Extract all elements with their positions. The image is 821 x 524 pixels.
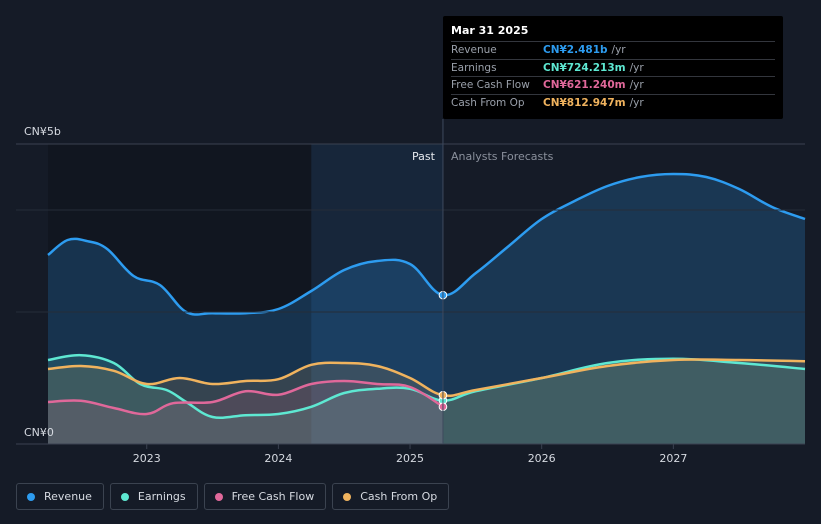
y-tick-label: CN¥0 xyxy=(24,426,54,439)
legend-dot-icon xyxy=(120,492,129,501)
area-free-cash-flow xyxy=(48,381,443,444)
series-line-cash-from-op xyxy=(47,358,806,398)
past-label: Past xyxy=(412,150,436,163)
x-tick-label: 2024 xyxy=(264,452,292,465)
legend-dot-icon xyxy=(343,492,352,501)
area-cash-from-op xyxy=(48,359,805,444)
tooltip-value: CN¥812.947m xyxy=(543,96,626,109)
legend-item-earnings[interactable]: Earnings xyxy=(109,483,198,510)
tooltip-label: Revenue xyxy=(451,44,497,57)
tooltip-row-revenue: Revenue CN¥2.481b /yr xyxy=(451,41,775,59)
tooltip-value: CN¥621.240m xyxy=(543,79,626,92)
tooltip-unit: /yr xyxy=(629,79,644,92)
legend-item-cash-from-op[interactable]: Cash From Op xyxy=(332,483,450,510)
legend-label: Free Cash Flow xyxy=(231,490,315,503)
tooltip-row-free-cash-flow: Free Cash Flow CN¥621.240m /yr xyxy=(451,76,775,94)
legend-label: Earnings xyxy=(137,490,186,503)
tooltip-unit: /yr xyxy=(629,96,644,109)
legend-label: Cash From Op xyxy=(360,490,438,503)
x-tick-label: 2026 xyxy=(528,452,556,465)
series-line-revenue xyxy=(47,172,806,316)
tooltip-value: CN¥724.213m xyxy=(543,61,626,74)
tooltip-label: Free Cash Flow xyxy=(451,79,530,92)
tooltip-unit: /yr xyxy=(629,61,644,74)
legend: Revenue Earnings Free Cash Flow Cash Fro… xyxy=(16,483,450,510)
series-line-free-cash-flow xyxy=(47,379,444,416)
forecast-label: Analysts Forecasts xyxy=(451,150,554,163)
legend-item-revenue[interactable]: Revenue xyxy=(16,483,104,510)
legend-dot-icon xyxy=(27,492,35,501)
legend-dot-icon xyxy=(214,492,223,501)
tooltip-unit: /yr xyxy=(611,44,626,57)
legend-label: Revenue xyxy=(44,490,92,503)
tooltip-label: Earnings xyxy=(451,61,497,74)
x-tick-label: 2025 xyxy=(396,452,424,465)
area-earnings xyxy=(48,355,805,444)
tooltip: Mar 31 2025 Revenue CN¥2.481b /yr Earnin… xyxy=(443,16,783,119)
series-line-earnings xyxy=(47,353,806,420)
tooltip-value: CN¥2.481b xyxy=(543,44,608,57)
tooltip-label: Cash From Op xyxy=(451,96,525,109)
x-tick-label: 2027 xyxy=(659,452,687,465)
y-tick-label: CN¥5b xyxy=(24,125,61,138)
tooltip-row-earnings: Earnings CN¥724.213m /yr xyxy=(451,58,775,77)
tooltip-row-cash-from-op: Cash From Op CN¥812.947m /yr xyxy=(451,93,775,112)
tooltip-date: Mar 31 2025 xyxy=(451,24,529,37)
legend-item-free-cash-flow[interactable]: Free Cash Flow xyxy=(203,483,327,510)
x-tick-label: 2023 xyxy=(133,452,161,465)
area-revenue xyxy=(48,174,805,444)
